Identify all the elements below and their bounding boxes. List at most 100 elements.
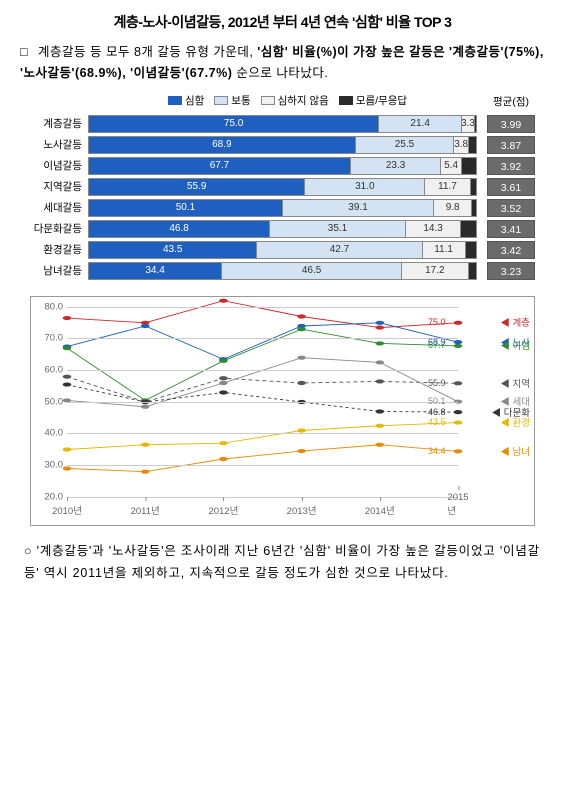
bar-row: 지역갈등55.931.011.7 3.61	[30, 178, 535, 196]
legend-item: 심함	[168, 93, 204, 108]
line-series	[67, 444, 458, 471]
legend-swatch	[168, 96, 182, 105]
bar-category-label: 노사갈등	[30, 137, 88, 152]
line-marker	[219, 358, 228, 362]
legend-label: 보통	[231, 93, 250, 108]
square-marker: □	[20, 45, 28, 59]
line-marker	[375, 320, 384, 324]
y-axis-label: 40.0	[39, 428, 63, 439]
gridline	[67, 497, 458, 498]
line-series	[67, 422, 458, 449]
bar-category-label: 세대갈등	[30, 200, 88, 215]
bar-segment: 11.1	[423, 242, 466, 258]
legend-label: 심하지 않음	[278, 93, 329, 108]
legend-item: 심하지 않음	[261, 93, 329, 108]
line-series	[67, 384, 458, 412]
gridline	[67, 307, 458, 308]
y-axis-label: 80.0	[39, 301, 63, 312]
bar-segment: 67.7	[89, 158, 351, 174]
avg-column-header: 평균(점)	[487, 94, 535, 109]
line-series	[67, 300, 458, 327]
bar-segment: 3.3	[462, 116, 475, 132]
bar-track: 50.139.19.8	[88, 199, 477, 217]
series-end-value: 43.5	[428, 417, 446, 427]
bar-segment	[469, 137, 476, 153]
stacked-bar-chart: 심함보통심하지 않음모름/무응답 평균(점) 계층갈등75.021.43.33.…	[30, 93, 535, 280]
series-end-value: 46.8	[428, 407, 446, 417]
legend-swatch	[214, 96, 228, 105]
bar-segment	[462, 158, 476, 174]
bar-row: 노사갈등68.925.53.83.87	[30, 136, 535, 154]
bar-segment: 50.1	[89, 200, 283, 216]
bar-avg-value: 3.92	[487, 157, 535, 175]
intro-prefix: 계층갈등 등 모두 8개 갈등 유형 가운데,	[38, 45, 257, 59]
line-series	[67, 329, 458, 400]
line-marker	[219, 298, 228, 302]
series-end-label: ◀ 환경	[500, 415, 530, 429]
bar-segment: 34.4	[89, 263, 222, 279]
bar-avg-value: 3.52	[487, 199, 535, 217]
line-marker	[297, 327, 306, 331]
bar-track: 55.931.011.7	[88, 178, 477, 196]
bar-segment	[472, 200, 476, 216]
bar-segment: 3.8	[454, 137, 469, 153]
bar-row: 다문화갈등46.835.114.33.41	[30, 220, 535, 238]
series-end-value: 75.0	[428, 317, 446, 327]
intro-paragraph: □ 계층갈등 등 모두 8개 갈등 유형 가운데, '심함' 비율(%)이 가장…	[20, 42, 545, 85]
bar-segment	[475, 116, 476, 132]
line-marker	[375, 360, 384, 364]
line-chart: 20.030.040.050.060.070.080.02010년2011년20…	[30, 296, 535, 526]
bar-segment: 14.3	[406, 221, 461, 237]
series-end-label: ◀ 계층	[500, 315, 530, 329]
line-marker	[141, 442, 150, 446]
bar-segment: 35.1	[270, 221, 406, 237]
bar-segment: 17.2	[402, 263, 469, 279]
line-marker	[219, 376, 228, 380]
bar-row: 세대갈등50.139.19.8 3.52	[30, 199, 535, 217]
bar-segment: 39.1	[283, 200, 434, 216]
line-marker	[454, 449, 463, 453]
gridline	[67, 370, 458, 371]
bar-segment: 25.5	[356, 137, 455, 153]
bar-segment: 55.9	[89, 179, 305, 195]
line-marker	[454, 340, 463, 344]
bar-category-label: 지역갈등	[30, 179, 88, 194]
bar-row: 계층갈등75.021.43.33.99	[30, 115, 535, 133]
bar-track: 43.542.711.1	[88, 241, 477, 259]
bar-row: 남녀갈등34.446.517.23.23	[30, 262, 535, 280]
line-marker	[219, 441, 228, 445]
page-title: 계층-노사-이념갈등, 2012년 부터 4년 연속 '심함' 비율 TOP 3	[20, 12, 545, 32]
bar-segment: 11.7	[425, 179, 470, 195]
line-marker	[297, 355, 306, 359]
line-series	[67, 376, 458, 401]
legend-item: 보통	[214, 93, 250, 108]
line-marker	[297, 448, 306, 452]
bar-segment: 9.8	[434, 200, 472, 216]
bar-avg-value: 3.42	[487, 241, 535, 259]
bar-avg-value: 3.61	[487, 178, 535, 196]
line-marker	[63, 346, 72, 350]
series-end-value: 55.9	[428, 378, 446, 388]
bar-avg-value: 3.41	[487, 220, 535, 238]
x-axis-label: 2013년	[287, 503, 317, 517]
line-marker	[454, 320, 463, 324]
line-marker	[141, 469, 150, 473]
line-marker	[219, 380, 228, 384]
series-end-label: ◀ 남녀	[500, 444, 530, 458]
gridline	[67, 433, 458, 434]
legend-swatch	[261, 96, 275, 105]
series-end-value: 50.1	[428, 396, 446, 406]
series-end-value: 67.7	[428, 340, 446, 350]
bar-segment	[466, 242, 476, 258]
bar-segment: 43.5	[89, 242, 257, 258]
line-marker	[219, 390, 228, 394]
bar-category-label: 남녀갈등	[30, 263, 88, 278]
y-axis-label: 20.0	[39, 491, 63, 502]
bar-segment	[461, 221, 476, 237]
line-marker	[454, 381, 463, 385]
bar-row: 이념갈등67.723.35.43.92	[30, 157, 535, 175]
line-series	[67, 357, 458, 406]
bar-track: 75.021.43.3	[88, 115, 477, 133]
circle-marker: ○	[24, 544, 32, 558]
line-marker	[375, 325, 384, 329]
